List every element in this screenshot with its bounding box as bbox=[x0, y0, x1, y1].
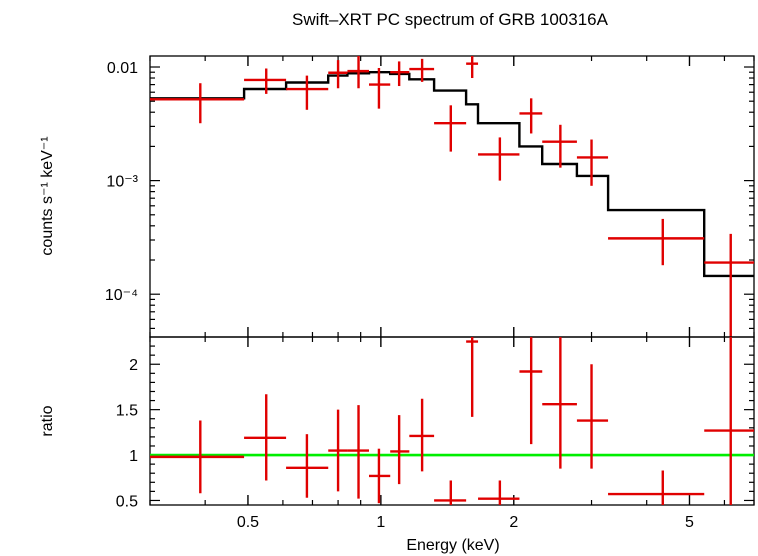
top-y-tick-label: 0.01 bbox=[107, 60, 138, 77]
x-tick-label: 0.5 bbox=[237, 514, 259, 531]
spectrum-panel: 0.01 10⁻³ 10⁻⁴ bbox=[105, 55, 755, 338]
bottom-y-tick-label: 1 bbox=[129, 448, 138, 465]
model-step-line bbox=[150, 71, 754, 278]
bottom-y-tick-label: 0.5 bbox=[116, 493, 138, 510]
ratio-panel: 0.5 1 2 5 0.5 1 1.5 2 bbox=[116, 336, 755, 531]
ratio-panel-frame bbox=[149, 336, 755, 506]
x-tick-label: 1 bbox=[376, 514, 385, 531]
x-axis-label: Energy (keV) bbox=[406, 537, 499, 554]
top-y-tick-label: 10⁻³ bbox=[106, 174, 138, 191]
bottom-y-tick-label: 2 bbox=[129, 357, 138, 374]
chart-title: Swift–XRT PC spectrum of GRB 100316A bbox=[292, 10, 609, 29]
x-tick-label: 2 bbox=[509, 514, 518, 531]
bottom-y-tick-label: 1.5 bbox=[116, 403, 138, 420]
ratio-data-points bbox=[150, 337, 754, 505]
bottom-y-axis-label: ratio bbox=[39, 405, 56, 436]
top-y-axis-label: counts s⁻¹ keV⁻¹ bbox=[39, 136, 56, 255]
x-tick-label: 5 bbox=[685, 514, 694, 531]
top-y-tick-label: 10⁻⁴ bbox=[105, 287, 138, 304]
spectrum-data-points bbox=[150, 56, 754, 337]
